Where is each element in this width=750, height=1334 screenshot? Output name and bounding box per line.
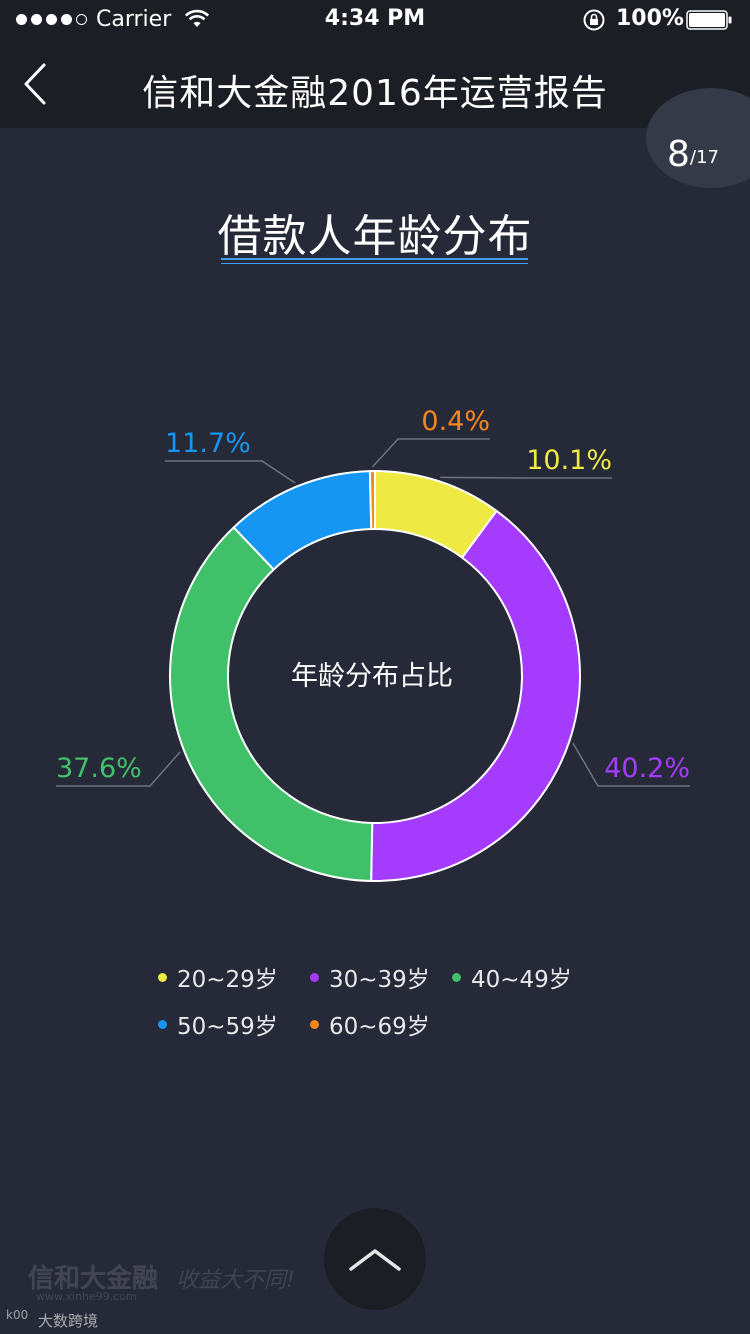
page-indicator (646, 88, 750, 188)
back-button[interactable] (10, 54, 60, 114)
title-underline-thin (221, 263, 528, 264)
watermark-brand: 信和大金融 (28, 1264, 159, 1294)
data-label-60-69: 0.4% (421, 406, 490, 437)
chevron-up-icon (349, 1249, 401, 1271)
chart-center-label: 年龄分布占比 (291, 661, 453, 692)
callout-line-50-59 (165, 460, 296, 484)
chevron-left-icon (24, 63, 46, 105)
donut-slice-60-69 (368, 469, 376, 531)
title-underline (221, 258, 528, 260)
section-title: 借款人年龄分布 (217, 211, 533, 262)
watermark-url: www.xinhe99.com (36, 1290, 137, 1303)
callout-line-60-69 (371, 438, 490, 468)
battery-icon (686, 10, 732, 30)
carrier-name: Carrier (96, 7, 172, 32)
watermark-slogan: 收益大不同! (176, 1268, 295, 1293)
page-title: 信和大金融2016年运营报告 (142, 73, 608, 114)
callout-line-30-39 (572, 742, 690, 787)
status-bar: Carrier 4:34 PM 100% (0, 0, 750, 40)
callout-line-40-49 (56, 751, 181, 787)
credit-logo: k00 (6, 1308, 29, 1322)
status-time: 4:34 PM (324, 6, 426, 31)
signal-strength-icon (16, 14, 87, 25)
data-label-20-29: 10.1% (526, 445, 612, 476)
donut-slice-40-49 (169, 526, 374, 882)
credit-text: 大数跨境 (38, 1312, 99, 1330)
navigation-bar: 信和大金融2016年运营报告 (0, 40, 750, 128)
rotation-lock-icon (583, 9, 605, 31)
data-label-50-59: 11.7% (165, 428, 251, 459)
page-total: /17 (690, 147, 719, 168)
data-label-40-49: 37.6% (56, 753, 142, 784)
wifi-icon (184, 9, 210, 27)
battery-percentage: 100% (616, 6, 684, 31)
scroll-up-button[interactable] (324, 1208, 426, 1310)
page-current: 8 (667, 134, 690, 175)
donut-slice-30-39 (370, 509, 581, 882)
callout-line-20-29 (440, 476, 612, 479)
data-label-30-39: 40.2% (604, 753, 690, 784)
